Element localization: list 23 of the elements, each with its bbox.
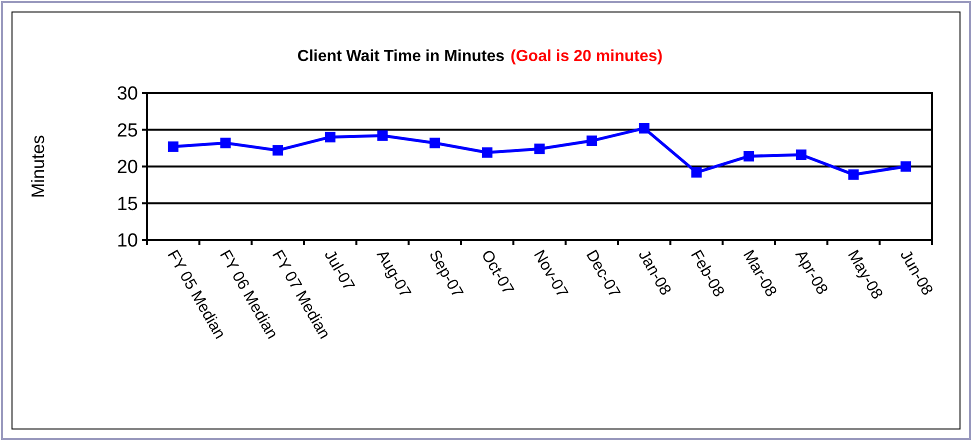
point [430, 138, 440, 148]
y-tick-label: 10 [116, 230, 138, 252]
point [220, 138, 231, 148]
chart-title: Client Wait Time in Minutes [297, 48, 505, 65]
point [744, 150, 754, 162]
y-axis-title: Minutes [28, 134, 48, 198]
point [534, 144, 545, 154]
y-tick-label: 25 [116, 120, 138, 142]
y-tick-label: 20 [116, 157, 138, 178]
point [324, 132, 336, 142]
chart-subtitle: (Goal is 20 minutes) [510, 48, 663, 65]
point [586, 136, 598, 146]
point [377, 130, 388, 141]
point [900, 161, 912, 172]
y-tick-label: 15 [116, 194, 138, 215]
point [272, 145, 284, 156]
y-tick-label: 30 [116, 84, 138, 105]
point [168, 141, 178, 152]
point [796, 149, 806, 160]
point [482, 147, 492, 158]
point [848, 169, 859, 180]
point [691, 167, 702, 178]
point [638, 123, 650, 134]
